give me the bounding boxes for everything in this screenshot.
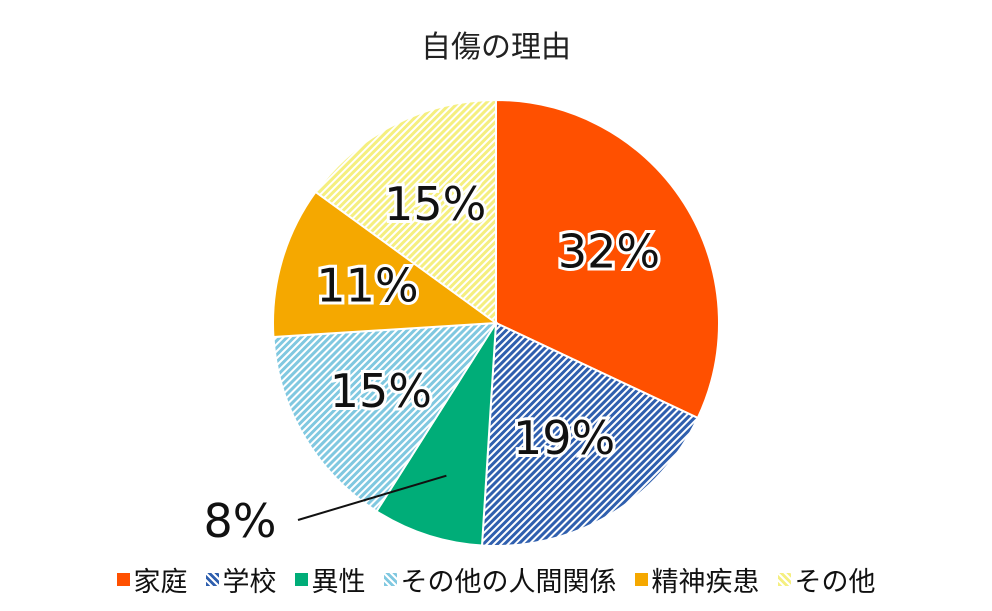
legend-item: 異性	[294, 560, 366, 599]
legend-label: 学校	[222, 567, 277, 598]
pie-slice	[272, 190, 499, 339]
legend-item: 家庭	[116, 560, 188, 599]
data-label: 8%	[204, 494, 277, 548]
pie-slice	[495, 98, 720, 420]
data-label: 11%	[316, 259, 418, 313]
legend-swatch	[294, 573, 308, 586]
legend-label: 家庭	[133, 567, 188, 598]
legend-item: 精神疾患	[634, 560, 760, 599]
legend-swatch	[383, 573, 397, 586]
legend-label: 異性	[311, 567, 366, 598]
legend-item: その他	[777, 560, 876, 599]
data-label: 19%	[513, 411, 615, 465]
legend-swatch	[634, 573, 648, 586]
legend-label: その他	[794, 567, 876, 598]
legend-item: その他の人間関係	[383, 560, 617, 599]
legend-swatch	[116, 573, 130, 586]
data-label: 32%	[558, 224, 660, 278]
data-label: 15%	[330, 364, 432, 418]
legend-label: 精神疾患	[651, 567, 760, 598]
pie-slice	[480, 321, 700, 547]
legend-swatch	[777, 573, 791, 586]
chart-title: 自傷の理由	[421, 30, 571, 65]
legend-swatch	[205, 573, 219, 586]
pie-slice	[314, 98, 497, 325]
data-label: 15%	[384, 177, 486, 231]
legend-label: その他の人間関係	[400, 567, 617, 598]
legend-item: 学校	[205, 560, 277, 599]
pie-slice	[375, 322, 497, 547]
legend: 家庭 学校 異性 その他の人間関係 精神疾患 その他	[0, 560, 992, 599]
leader-line	[297, 474, 447, 521]
